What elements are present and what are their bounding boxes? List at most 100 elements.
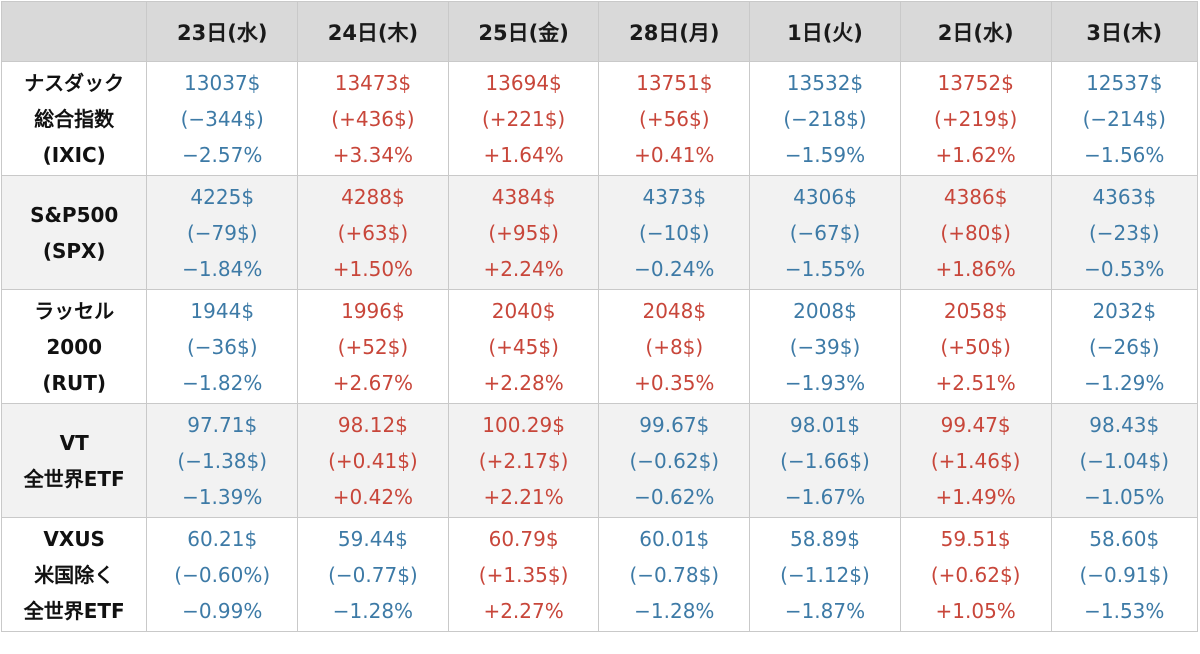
- percent-change: −1.87%: [784, 598, 866, 623]
- percent-change: +2.51%: [935, 370, 1016, 395]
- quote-cell: 13694$ (+221$) +1.64%: [447, 61, 600, 176]
- change-value: (−0.60%): [174, 562, 271, 587]
- price-value: 13751$: [636, 70, 713, 95]
- change-value: (−214$): [1082, 106, 1166, 131]
- change-value: (−344$): [180, 106, 264, 131]
- price-value: 2048$: [642, 298, 707, 323]
- quote-cell: 58.60$ (−0.91$) −1.53%: [1050, 517, 1199, 632]
- day-header: 2日(水): [899, 1, 1052, 62]
- row-label-line: ラッセル: [34, 298, 115, 323]
- percent-change: −1.28%: [634, 598, 715, 623]
- percent-change: −1.67%: [784, 484, 866, 509]
- percent-change: +1.49%: [935, 484, 1016, 509]
- percent-change: +2.27%: [483, 598, 564, 623]
- change-value: (+56$): [639, 106, 710, 131]
- price-value: 4363$: [1092, 184, 1157, 209]
- price-value: 13694$: [485, 70, 562, 95]
- row-label-line: 米国除く: [34, 562, 115, 587]
- percent-change: +2.21%: [483, 484, 564, 509]
- change-value: (−36$): [186, 334, 258, 359]
- change-value: (−0.78$): [629, 562, 720, 587]
- table-row: S&P500 (SPX) 4225$ (−79$) −1.84% 4288$ (+63$) +…: [0, 175, 1199, 290]
- price-value: 4306$: [793, 184, 857, 209]
- quote-cell: 4384$ (+95$) +2.24%: [447, 175, 600, 290]
- percent-change: +0.35%: [634, 370, 715, 395]
- price-value: 98.12$: [337, 412, 408, 437]
- quote-cell: 59.44$ (−0.77$) −1.28%: [297, 517, 449, 632]
- row-label: ラッセル 2000 (RUT): [0, 289, 148, 404]
- price-value: 99.47$: [940, 412, 1011, 437]
- quote-cell: 4225$ (−79$) −1.84%: [146, 175, 299, 290]
- price-value: 59.44$: [337, 526, 408, 551]
- price-value: 59.51$: [940, 526, 1011, 551]
- change-value: (+80$): [940, 220, 1011, 245]
- table-row: VXUS 米国除く 全世界ETF 60.21$ (−0.60%) −0.99% 59.44$…: [0, 517, 1199, 632]
- percent-change: −1.28%: [332, 598, 414, 623]
- percent-change: −1.59%: [784, 142, 866, 167]
- quote-cell: 98.12$ (+0.41$) +0.42%: [297, 403, 449, 518]
- row-label: VXUS 米国除く 全世界ETF: [0, 517, 148, 632]
- price-value: 13037$: [184, 70, 261, 95]
- quote-cell: 99.47$ (+1.46$) +1.49%: [899, 403, 1052, 518]
- price-value: 4384$: [491, 184, 556, 209]
- row-label: ナスダック 総合指数 (IXIC): [0, 61, 148, 176]
- change-value: (+0.41$): [328, 448, 418, 473]
- quote-cell: 2048$ (+8$) +0.35%: [598, 289, 751, 404]
- change-value: (−1.12$): [780, 562, 870, 587]
- percent-change: −0.62%: [634, 484, 715, 509]
- corner-cell: [0, 1, 148, 62]
- percent-change: +1.64%: [483, 142, 564, 167]
- change-value: (−26$): [1088, 334, 1160, 359]
- day-header: 3日(木): [1050, 1, 1199, 62]
- percent-change: −0.53%: [1084, 256, 1165, 281]
- quote-cell: 13532$ (−218$) −1.59%: [749, 61, 901, 176]
- quote-cell: 1944$ (−36$) −1.82%: [146, 289, 299, 404]
- price-value: 4386$: [943, 184, 1008, 209]
- price-value: 4288$: [341, 184, 405, 209]
- row-label-line: S&P500: [30, 202, 119, 227]
- percent-change: −1.93%: [784, 370, 866, 395]
- change-value: (−67$): [789, 220, 861, 245]
- quote-cell: 2040$ (+45$) +2.28%: [447, 289, 600, 404]
- quote-cell: 60.21$ (−0.60%) −0.99%: [146, 517, 299, 632]
- percent-change: −1.82%: [182, 370, 263, 395]
- change-value: (−1.38$): [177, 448, 268, 473]
- change-value: (+221$): [481, 106, 566, 131]
- price-value: 60.01$: [639, 526, 710, 551]
- row-label-line: VXUS: [43, 526, 105, 551]
- day-header: 1日(火): [749, 1, 901, 62]
- percent-change: +1.50%: [332, 256, 414, 281]
- quote-cell: 60.01$ (−0.78$) −1.28%: [598, 517, 751, 632]
- percent-change: −1.29%: [1084, 370, 1165, 395]
- quote-cell: 60.79$ (+1.35$) +2.27%: [447, 517, 600, 632]
- row-label: VT 全世界ETF: [0, 403, 148, 518]
- row-label-line: ナスダック: [24, 70, 125, 95]
- percent-change: −1.53%: [1084, 598, 1165, 623]
- quote-cell: 4363$ (−23$) −0.53%: [1050, 175, 1199, 290]
- quote-cell: 13752$ (+219$) +1.62%: [899, 61, 1052, 176]
- change-value: (−0.62$): [629, 448, 720, 473]
- day-header: 24日(木): [297, 1, 449, 62]
- price-value: 12537$: [1086, 70, 1163, 95]
- change-value: (+95$): [488, 220, 559, 245]
- row-label-line: 2000: [46, 334, 103, 359]
- quote-cell: 4386$ (+80$) +1.86%: [899, 175, 1052, 290]
- header-row: 23日(水) 24日(木) 25日(金) 28日(月) 1日(火) 2日(水) …: [0, 1, 1199, 62]
- percent-change: −0.24%: [634, 256, 715, 281]
- percent-change: +2.67%: [332, 370, 414, 395]
- change-value: (−79$): [186, 220, 258, 245]
- change-value: (+436$): [331, 106, 415, 131]
- change-value: (−39$): [789, 334, 861, 359]
- change-value: (−10$): [639, 220, 710, 245]
- price-value: 58.89$: [789, 526, 860, 551]
- price-value: 100.29$: [482, 412, 565, 437]
- percent-change: +2.24%: [483, 256, 564, 281]
- day-header: 23日(水): [146, 1, 299, 62]
- price-value: 58.60$: [1089, 526, 1160, 551]
- day-header: 25日(金): [447, 1, 600, 62]
- quote-cell: 12537$ (−214$) −1.56%: [1050, 61, 1199, 176]
- quote-cell: 97.71$ (−1.38$) −1.39%: [146, 403, 299, 518]
- change-value: (+1.46$): [930, 448, 1021, 473]
- row-label-line: (RUT): [42, 370, 106, 395]
- price-value: 1996$: [341, 298, 405, 323]
